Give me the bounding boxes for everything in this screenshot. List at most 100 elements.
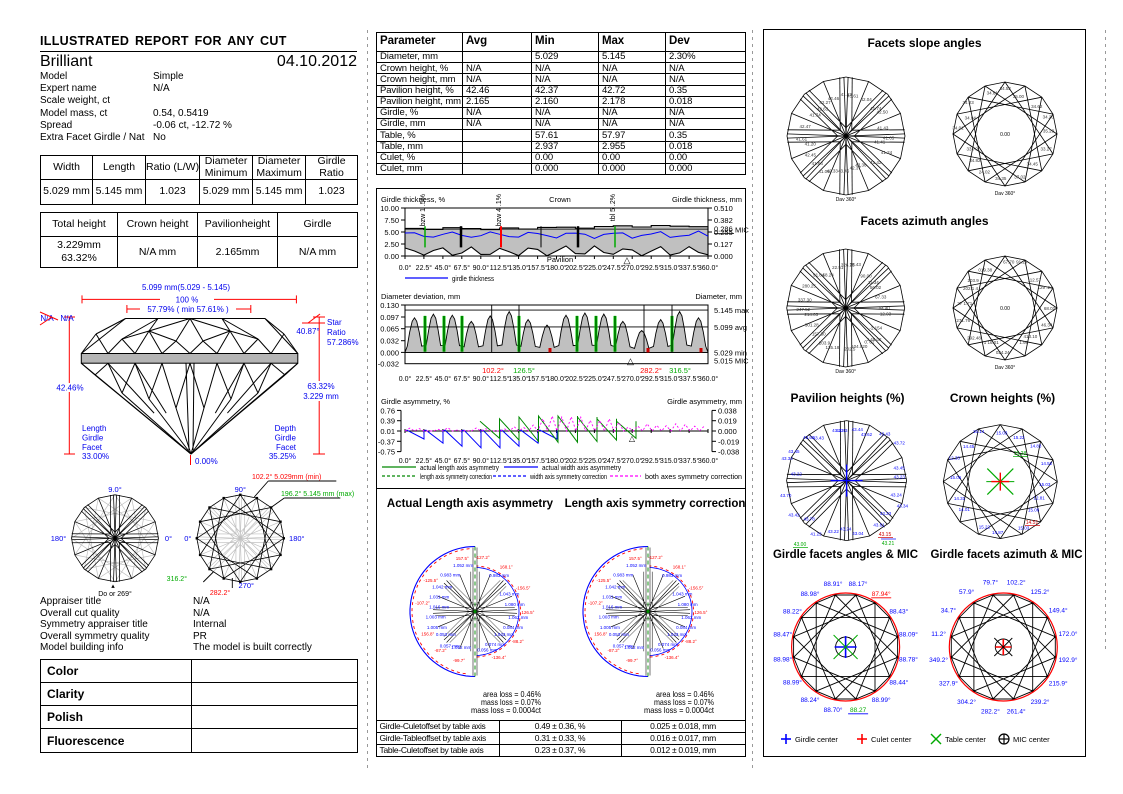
svg-text:292.5°: 292.5° — [641, 264, 662, 272]
svg-text:180°: 180° — [51, 534, 67, 543]
svg-text:0.056 mm: 0.056 mm — [477, 648, 497, 653]
svg-text:0.0°: 0.0° — [399, 457, 412, 465]
svg-text:88.27: 88.27 — [850, 707, 867, 714]
svg-text:41.74: 41.74 — [870, 106, 882, 111]
svg-text:202.5°: 202.5° — [565, 264, 586, 272]
svg-text:43.60: 43.60 — [803, 435, 815, 440]
svg-text:mass loss = 0.07%: mass loss = 0.07% — [654, 697, 714, 707]
svg-text:12.81: 12.81 — [1033, 495, 1045, 500]
svg-text:Girdle asymmetry, %: Girdle asymmetry, % — [381, 397, 450, 406]
svg-text:-125.5°: -125.5° — [424, 578, 439, 583]
svg-text:315.0°: 315.0° — [660, 264, 681, 272]
svg-text:Girdle: Girdle — [82, 433, 104, 442]
svg-text:270°: 270° — [239, 581, 255, 590]
svg-text:90.0°: 90.0° — [473, 264, 490, 272]
svg-text:42.45: 42.45 — [805, 153, 817, 158]
svg-text:15.03: 15.03 — [1039, 482, 1051, 487]
svg-text:Girdle asymmetry, mm: Girdle asymmetry, mm — [667, 397, 742, 406]
svg-text:0.057 mm: 0.057 mm — [440, 644, 460, 649]
svg-text:0.00: 0.00 — [1000, 132, 1010, 138]
svg-text:100 %: 100 % — [176, 296, 199, 305]
svg-text:22.51: 22.51 — [832, 265, 844, 270]
svg-text:156.8°: 156.8° — [421, 632, 434, 637]
svg-text:41.43: 41.43 — [877, 125, 889, 130]
svg-text:41.61: 41.61 — [796, 137, 808, 142]
svg-text:43.23: 43.23 — [880, 511, 892, 516]
svg-text:180°: 180° — [289, 534, 305, 543]
svg-text:42.04: 42.04 — [860, 97, 872, 102]
svg-text:40.87°: 40.87° — [296, 327, 319, 336]
svg-text:46.34: 46.34 — [1041, 322, 1053, 327]
svg-text:0.983 mm: 0.983 mm — [489, 573, 509, 578]
svg-text:280.25: 280.25 — [802, 283, 816, 288]
svg-text:270.0°: 270.0° — [622, 264, 643, 272]
svg-text:292.5°: 292.5° — [641, 375, 662, 383]
svg-text:0.097: 0.097 — [380, 313, 399, 322]
svg-text:129 .24: 129 .24 — [1037, 285, 1053, 290]
svg-text:0.056 mm: 0.056 mm — [650, 648, 670, 653]
svg-text:1.043 mm: 1.043 mm — [494, 632, 514, 637]
svg-text:1.031 mm: 1.031 mm — [429, 595, 449, 600]
svg-text:tbl 5 .2%: tbl 5 .2% — [610, 194, 617, 221]
svg-text:125.2°: 125.2° — [1031, 588, 1050, 596]
svg-text:0.0°: 0.0° — [399, 264, 412, 272]
svg-text:88.98°: 88.98° — [801, 590, 820, 598]
svg-text:43.23: 43.23 — [832, 428, 844, 433]
svg-text:1.012 mm: 1.012 mm — [624, 645, 644, 650]
svg-text:156.8°: 156.8° — [594, 632, 607, 637]
svg-text:0.983 mm: 0.983 mm — [662, 573, 682, 578]
svg-text:157.5°: 157.5° — [629, 556, 642, 561]
svg-text:88.44°: 88.44° — [889, 679, 908, 687]
svg-text:42.47: 42.47 — [799, 124, 811, 129]
svg-text:15.22: 15.22 — [979, 524, 991, 529]
svg-text:5.099 avg: 5.099 avg — [714, 323, 747, 332]
svg-text:0.286: 0.286 — [714, 224, 733, 233]
svg-text:-99.7°: -99.7° — [453, 658, 465, 663]
svg-text:0.000: 0.000 — [718, 427, 737, 436]
svg-text:0.983 mm: 0.983 mm — [613, 572, 633, 577]
svg-text:14.51: 14.51 — [1026, 520, 1039, 526]
svg-text:203.9: 203.9 — [819, 340, 831, 345]
svg-text:△: △ — [627, 356, 634, 366]
svg-text:42.27: 42.27 — [819, 100, 831, 105]
svg-text:Ratio: Ratio — [327, 328, 346, 337]
svg-text:-127.2°: -127.2° — [648, 555, 663, 560]
svg-text:43.46: 43.46 — [838, 169, 850, 174]
svg-text:15.06: 15.06 — [1028, 508, 1040, 513]
svg-text:33.27: 33.27 — [1040, 146, 1052, 151]
svg-text:104.020: 104.020 — [851, 344, 868, 349]
svg-text:0.053 mm: 0.053 mm — [609, 632, 629, 637]
svg-text:0.255: 0.255 — [714, 228, 733, 237]
svg-text:292.5°: 292.5° — [641, 457, 662, 465]
svg-text:43.21: 43.21 — [882, 541, 895, 547]
svg-text:14.45: 14.45 — [963, 444, 975, 449]
svg-text:Dav 360°: Dav 360° — [835, 369, 856, 375]
svg-text:126.5°: 126.5° — [513, 366, 535, 375]
svg-text:43.70: 43.70 — [780, 493, 792, 498]
svg-text:112.57: 112.57 — [1028, 277, 1042, 282]
svg-text:90.00: 90.00 — [860, 274, 872, 279]
svg-text:1 16.01: 1 16.01 — [984, 340, 1000, 345]
svg-text:0.019: 0.019 — [718, 417, 737, 426]
svg-text:157.5°: 157.5° — [456, 556, 469, 561]
svg-text:41.64: 41.64 — [812, 161, 824, 166]
svg-text:91.04: 91.04 — [813, 273, 825, 278]
svg-text:0.510: 0.510 — [714, 204, 733, 213]
svg-text:Do or 269°: Do or 269° — [98, 590, 132, 598]
svg-text:88.09°: 88.09° — [899, 631, 918, 639]
svg-text:22.5°: 22.5° — [416, 457, 433, 465]
svg-text:1.043 mm: 1.043 mm — [667, 632, 687, 637]
svg-text:1.043 mm: 1.043 mm — [499, 591, 519, 596]
svg-text:1.052 mm: 1.052 mm — [626, 563, 646, 568]
svg-text:both axes symmetry correction: both axes symmetry correction — [645, 472, 742, 481]
svg-text:112.5°: 112.5° — [490, 375, 510, 383]
svg-text:44.40: 44.40 — [879, 306, 891, 311]
svg-text:42.33: 42.33 — [827, 169, 839, 174]
svg-text:-87.2°: -87.2° — [607, 648, 619, 653]
svg-text:292.48: 292.48 — [967, 336, 981, 341]
svg-text:-88.2°: -88.2° — [512, 639, 524, 644]
svg-text:0.065: 0.065 — [380, 325, 399, 334]
svg-text:45.0°: 45.0° — [435, 264, 452, 272]
svg-text:413.10: 413.10 — [1024, 334, 1038, 339]
svg-text:63.32%: 63.32% — [307, 382, 334, 391]
